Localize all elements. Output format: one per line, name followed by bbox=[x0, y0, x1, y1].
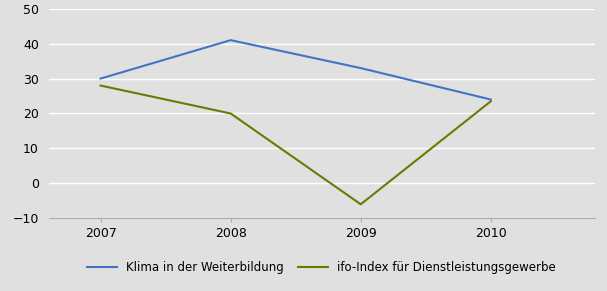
Klima in der Weiterbildung bbox=[487, 98, 495, 101]
Legend: Klima in der Weiterbildung, ifo-Index für Dienstleistungsgewerbe: Klima in der Weiterbildung, ifo-Index fü… bbox=[83, 256, 561, 278]
ifo-Index für Dienstleistungsgewerbe bbox=[357, 203, 364, 206]
Klima in der Weiterbildung bbox=[227, 38, 234, 42]
ifo-Index für Dienstleistungsgewerbe bbox=[97, 84, 104, 87]
ifo-Index für Dienstleistungsgewerbe bbox=[487, 100, 495, 103]
Klima in der Weiterbildung bbox=[357, 66, 364, 70]
ifo-Index für Dienstleistungsgewerbe bbox=[227, 112, 234, 115]
Klima in der Weiterbildung bbox=[97, 77, 104, 80]
Line: ifo-Index für Dienstleistungsgewerbe: ifo-Index für Dienstleistungsgewerbe bbox=[101, 86, 491, 204]
Line: Klima in der Weiterbildung: Klima in der Weiterbildung bbox=[101, 40, 491, 100]
